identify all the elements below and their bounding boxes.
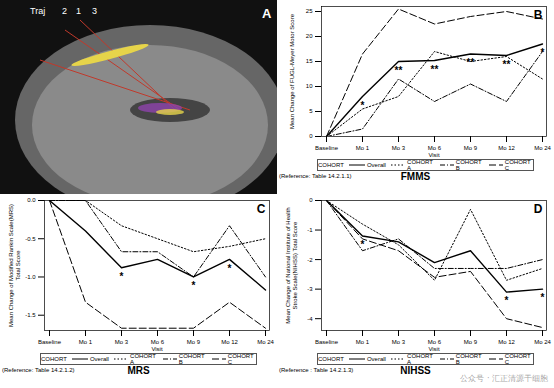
svg-text:*: *: [541, 292, 545, 303]
svg-text:Mo 3: Mo 3: [115, 339, 129, 345]
svg-text:D: D: [534, 202, 543, 216]
svg-text:Mean Change of National Instit: Mean Change of National Institute of Hea…: [285, 207, 298, 323]
svg-text:-3: -3: [307, 286, 313, 292]
svg-text:Baseline: Baseline: [38, 339, 62, 345]
svg-text:Mo 6: Mo 6: [428, 339, 442, 345]
html-text:Overall: Overall: [366, 162, 386, 168]
svg-text:2: 2: [62, 6, 67, 16]
html-text:MRS: MRS: [127, 365, 150, 376]
svg-text:0.0: 0.0: [27, 197, 36, 203]
svg-text:Mo 12: Mo 12: [221, 339, 238, 345]
html-text:COHORT A: COHORT A: [407, 353, 433, 365]
html-text:COHORT B: COHORT B: [178, 353, 205, 365]
svg-text:Mo 1: Mo 1: [356, 339, 370, 345]
svg-text:3: 3: [92, 6, 97, 16]
html-text:COHORT A: COHORT A: [407, 159, 433, 171]
svg-text:5: 5: [309, 108, 313, 114]
svg-text:25: 25: [306, 8, 313, 14]
html-text:COHORT C: COHORT C: [504, 159, 531, 171]
svg-text:Traj: Traj: [30, 6, 45, 16]
svg-text:Visit: Visit: [151, 346, 163, 352]
svg-text:*: *: [541, 47, 545, 58]
svg-text:Mean Change of Modified Rankin: Mean Change of Modified Rankin Scale(MRS…: [8, 204, 21, 327]
svg-text:Mean Change of FUGL-Meyer Moto: Mean Change of FUGL-Meyer Motor Score: [289, 13, 295, 129]
svg-text:20: 20: [306, 33, 313, 39]
svg-text:Mo 1: Mo 1: [356, 145, 370, 151]
svg-text:Mo 9: Mo 9: [464, 339, 478, 345]
svg-text:Baseline: Baseline: [315, 339, 339, 345]
svg-text:Mo 24: Mo 24: [534, 145, 551, 151]
svg-text:Mo 3: Mo 3: [392, 339, 406, 345]
svg-text:**: **: [503, 59, 511, 70]
svg-text:-1.5: -1.5: [25, 312, 36, 318]
svg-text:**: **: [467, 57, 475, 68]
svg-text:Mo 6: Mo 6: [428, 145, 442, 151]
svg-text:Visit: Visit: [428, 152, 440, 158]
html-text:(Reference : Table 14.2.1.3): (Reference : Table 14.2.1.3): [279, 367, 354, 373]
svg-text:*: *: [361, 100, 365, 111]
svg-text:Baseline: Baseline: [315, 145, 339, 151]
svg-text:Mo 9: Mo 9: [464, 145, 478, 151]
html-text:Overall: Overall: [89, 356, 109, 362]
svg-text:Mo 12: Mo 12: [498, 145, 515, 151]
svg-text:Mo 24: Mo 24: [257, 339, 274, 345]
html-text:COHORT: COHORT: [318, 356, 344, 362]
svg-text:B: B: [534, 8, 543, 22]
html-text:COHORT B: COHORT B: [455, 159, 482, 171]
svg-text:1: 1: [76, 6, 81, 16]
html-text:COHORT: COHORT: [318, 162, 344, 168]
html-text:NIHSS: NIHSS: [400, 365, 431, 376]
svg-text:Visit: Visit: [428, 346, 440, 352]
html-text:COHORT: COHORT: [41, 356, 67, 362]
svg-text:0: 0: [309, 197, 313, 203]
html-text:COHORT A: COHORT A: [130, 353, 156, 365]
svg-text:-4: -4: [307, 316, 313, 322]
svg-text:**: **: [395, 65, 403, 76]
svg-text:*: *: [228, 263, 232, 274]
svg-text:*: *: [505, 295, 509, 306]
html-text:COHORT C: COHORT C: [227, 353, 254, 365]
html-text:COHORT C: COHORT C: [504, 353, 531, 365]
svg-text:Mo 24: Mo 24: [534, 339, 551, 345]
svg-text:10: 10: [306, 83, 313, 89]
svg-text:*: *: [192, 280, 196, 291]
svg-text:C: C: [257, 202, 266, 216]
svg-text:Mo 9: Mo 9: [187, 339, 201, 345]
svg-text:Mo 12: Mo 12: [498, 339, 515, 345]
html-text:公众号 · 汇正清源干细胞: 公众号 · 汇正清源干细胞: [460, 374, 548, 383]
svg-text:*: *: [361, 239, 365, 250]
html-text:(Reference: Table 14.2.1.2): (Reference: Table 14.2.1.2): [2, 367, 75, 373]
svg-text:-1.0: -1.0: [25, 274, 36, 280]
svg-text:-2: -2: [307, 257, 313, 263]
html-text:FMMS: FMMS: [400, 171, 431, 182]
svg-text:15: 15: [306, 58, 313, 64]
svg-text:Mo 3: Mo 3: [392, 145, 406, 151]
html-text:Overall: Overall: [366, 356, 386, 362]
html-text:(Reference: Table 14.2.1.1): (Reference: Table 14.2.1.1): [279, 173, 352, 179]
svg-text:**: **: [431, 64, 439, 75]
svg-text:-0.5: -0.5: [25, 236, 36, 242]
svg-text:A: A: [262, 6, 272, 21]
svg-text:-1: -1: [307, 227, 313, 233]
svg-text:Mo 6: Mo 6: [151, 339, 165, 345]
svg-text:Mo 1: Mo 1: [79, 339, 93, 345]
svg-text:*: *: [120, 271, 124, 282]
html-text:COHORT B: COHORT B: [455, 353, 482, 365]
svg-text:0: 0: [309, 133, 313, 139]
